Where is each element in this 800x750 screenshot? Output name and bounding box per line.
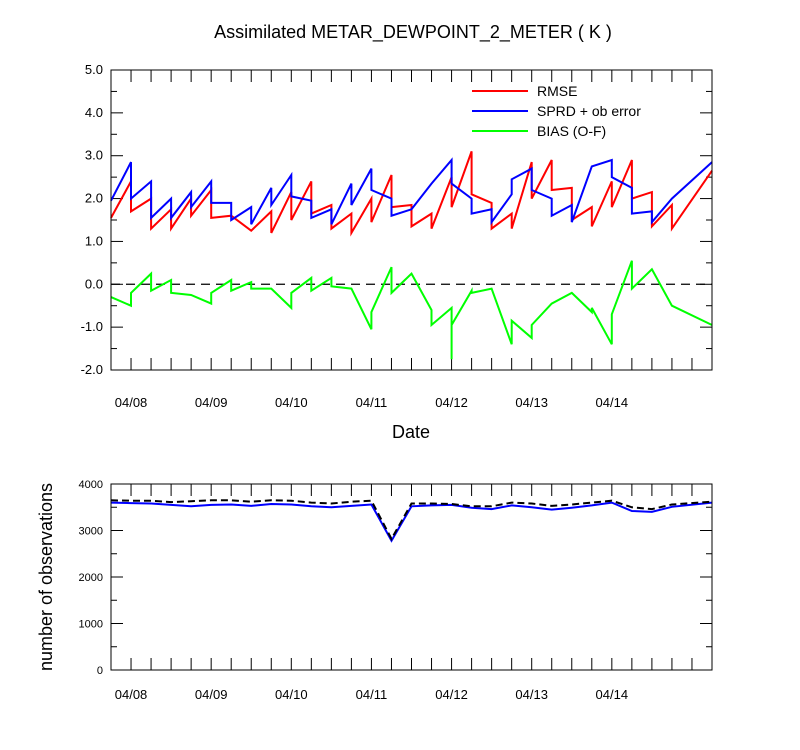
x-axis-label: Date xyxy=(392,422,430,442)
rmse-line xyxy=(110,151,713,237)
legend-item-bias-o-f: BIAS (O-F) xyxy=(472,123,606,139)
y-tick-label: -2.0 xyxy=(81,362,103,377)
x-tick-label: 04/08 xyxy=(115,395,148,410)
y-tick-label: 4000 xyxy=(79,479,103,491)
y-axis-label: number of observations xyxy=(36,483,56,671)
stats-series xyxy=(110,151,713,360)
observations-axis-ticks xyxy=(111,483,712,671)
chart-title: Assimilated METAR_DEWPOINT_2_METER ( K ) xyxy=(214,22,612,43)
stats-chart: Assimilated METAR_DEWPOINT_2_METER ( K )… xyxy=(81,22,713,442)
legend: RMSE SPRD + ob error BIAS (O-F) xyxy=(472,83,641,139)
y-tick-label: 1.0 xyxy=(85,233,103,248)
series-1-line xyxy=(110,501,713,543)
bias-o-f-line xyxy=(110,260,713,360)
x-tick-label: 04/14 xyxy=(596,687,629,702)
x-tick-label: 04/12 xyxy=(435,395,468,410)
x-tick-label: 04/10 xyxy=(275,687,308,702)
y-tick-label: 2.0 xyxy=(85,191,103,206)
y-tick-label: 0 xyxy=(97,665,103,677)
x-tick-label: 04/11 xyxy=(356,395,388,410)
x-tick-label: 04/14 xyxy=(596,395,629,410)
legend-label-rmse: RMSE xyxy=(537,83,577,99)
y-tick-label: 3.0 xyxy=(85,148,103,163)
legend-item-sprd-ob-error: SPRD + ob error xyxy=(472,103,641,119)
series-2-dashed-line xyxy=(110,499,713,541)
stats-plot-frame xyxy=(110,69,713,371)
x-tick-label: 04/11 xyxy=(356,687,388,702)
x-tick-label: 04/13 xyxy=(515,395,548,410)
observations-series xyxy=(110,499,713,543)
y-tick-label: 4.0 xyxy=(85,105,103,120)
legend-label-sprd-ob-error: SPRD + ob error xyxy=(537,103,641,119)
y-tick-label: -1.0 xyxy=(81,319,103,334)
x-tick-label: 04/10 xyxy=(275,395,308,410)
stats-y-tick-labels: -2.0 -1.0 0.0 1.0 2.0 3.0 4.0 5.0 xyxy=(81,62,103,377)
y-tick-label: 3000 xyxy=(79,526,103,538)
y-tick-label: 0.0 xyxy=(85,276,103,291)
x-tick-label: 04/09 xyxy=(195,687,228,702)
observations-y-tick-labels: 0 1000 2000 3000 4000 xyxy=(79,479,103,677)
legend-label-bias-o-f: BIAS (O-F) xyxy=(537,123,606,139)
stats-x-tick-labels: 04/08 04/09 04/10 04/11 04/12 04/13 04/14 xyxy=(115,395,628,410)
x-tick-label: 04/13 xyxy=(515,687,548,702)
x-tick-label: 04/09 xyxy=(195,395,228,410)
y-tick-label: 1000 xyxy=(79,619,103,631)
x-tick-label: 04/08 xyxy=(115,687,148,702)
y-tick-label: 5.0 xyxy=(85,62,103,77)
sprd-ob-error-line xyxy=(110,157,713,226)
observations-x-tick-labels: 04/08 04/09 04/10 04/11 04/12 04/13 04/14 xyxy=(115,687,628,702)
observations-plot-frame xyxy=(110,483,713,671)
x-tick-label: 04/12 xyxy=(435,687,468,702)
y-tick-label: 2000 xyxy=(79,572,103,584)
legend-item-rmse: RMSE xyxy=(472,83,577,99)
